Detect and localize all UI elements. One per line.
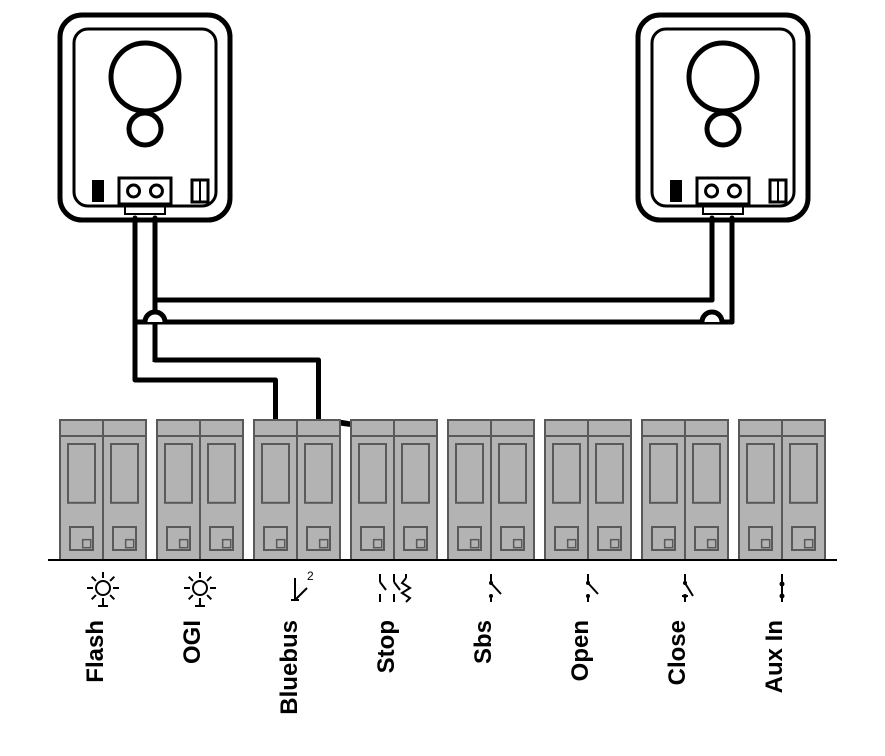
bluebus-icon: 2 <box>291 569 314 600</box>
terminal-block <box>448 420 534 560</box>
terminal-block <box>351 420 437 560</box>
stop-icon <box>380 574 410 602</box>
labels: Flash OGI 2 Bluebus Stop Sbs Open Close Aux In <box>82 569 788 715</box>
photocell-right <box>638 15 808 220</box>
terminal-label: OGI <box>179 620 206 664</box>
wires <box>0 218 885 425</box>
terminal-label: Sbs <box>470 620 497 664</box>
switch_nc-icon <box>682 574 693 602</box>
terminal-block <box>157 420 243 560</box>
terminal-block <box>60 420 146 560</box>
photocell-left <box>60 15 230 220</box>
terminal-label: Stop <box>373 620 400 673</box>
terminal-label: Flash <box>82 620 109 683</box>
terminal-block <box>254 420 340 560</box>
sun-icon <box>184 572 216 606</box>
terminal-block <box>739 420 825 560</box>
terminal-row <box>60 420 825 560</box>
terminal-block <box>642 420 728 560</box>
sun-icon <box>87 572 119 606</box>
terminal-label: Bluebus <box>276 620 303 715</box>
switch_no-icon <box>489 574 501 602</box>
terminal-label: Close <box>664 620 691 685</box>
switch_no-icon <box>586 574 598 602</box>
aux-icon <box>780 574 785 602</box>
terminal-block <box>545 420 631 560</box>
terminal-label: Open <box>567 620 594 681</box>
svg-text:2: 2 <box>307 569 314 583</box>
terminal-label: Aux In <box>761 620 788 693</box>
